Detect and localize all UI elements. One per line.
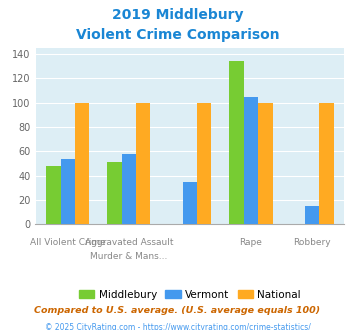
Bar — [319, 103, 334, 224]
Bar — [122, 154, 136, 224]
Legend: Middlebury, Vermont, National: Middlebury, Vermont, National — [75, 285, 305, 304]
Bar — [305, 206, 319, 224]
Bar — [107, 162, 122, 224]
Bar — [183, 182, 197, 224]
Bar — [244, 97, 258, 224]
Text: Compared to U.S. average. (U.S. average equals 100): Compared to U.S. average. (U.S. average … — [34, 306, 321, 315]
Text: Violent Crime Comparison: Violent Crime Comparison — [76, 28, 279, 42]
Text: Murder & Mans...: Murder & Mans... — [90, 252, 168, 261]
Bar — [61, 159, 75, 224]
Text: All Violent Crime: All Violent Crime — [30, 238, 106, 247]
Bar — [46, 166, 61, 224]
Bar — [136, 103, 151, 224]
Text: Robbery: Robbery — [293, 238, 331, 247]
Text: Aggravated Assault: Aggravated Assault — [84, 238, 173, 247]
Text: Rape: Rape — [240, 238, 262, 247]
Text: 2019 Middlebury: 2019 Middlebury — [112, 8, 243, 22]
Bar — [258, 103, 273, 224]
Bar — [197, 103, 212, 224]
Bar — [229, 61, 244, 224]
Bar — [75, 103, 89, 224]
Text: © 2025 CityRating.com - https://www.cityrating.com/crime-statistics/: © 2025 CityRating.com - https://www.city… — [45, 323, 310, 330]
